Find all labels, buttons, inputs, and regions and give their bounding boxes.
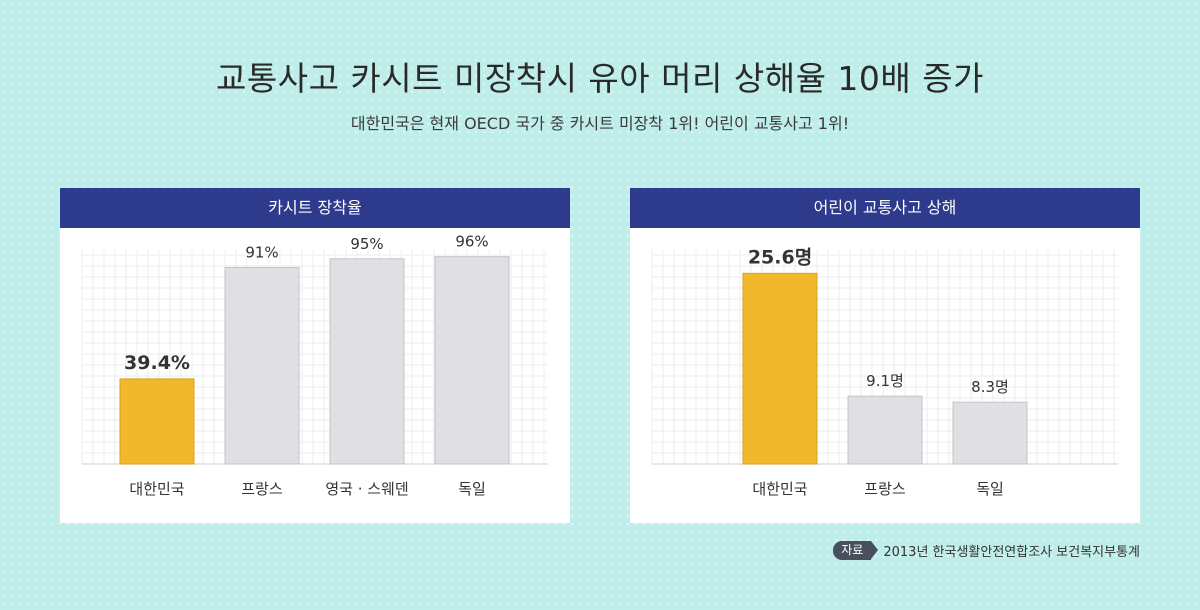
- bar-1: [224, 266, 300, 465]
- category-label-3: 독일: [458, 480, 486, 498]
- category-label-1: 프랑스: [864, 480, 906, 498]
- data-label-2: 95%: [350, 235, 383, 253]
- category-label-2: 영국 · 스웨덴: [325, 480, 408, 498]
- bar-2: [952, 401, 1028, 465]
- bar-2: [329, 258, 405, 465]
- data-label-0: 25.6명: [748, 246, 812, 268]
- data-label-3: 96%: [455, 233, 488, 251]
- chart-panel-carseat: 카시트 장착율 39.4% 대한민국 91% 프랑스 95% 영국 · 스웨덴 96% 독일: [60, 188, 570, 523]
- source-badge: 자료: [833, 540, 879, 560]
- category-label-0: 대한민국: [129, 480, 184, 498]
- page-subtitle: 대한민국은 현재 OECD 국가 중 카시트 미장착 1위! 어린이 교통사고 …: [350, 114, 850, 133]
- bar-0: [119, 378, 195, 465]
- data-label-1: 9.1명: [866, 372, 904, 390]
- category-label-2: 독일: [976, 480, 1004, 498]
- category-label-1: 프랑스: [241, 480, 283, 498]
- chart-title: 어린이 교통사고 상해: [630, 188, 1140, 228]
- bar-1: [847, 395, 923, 465]
- category-label-0: 대한민국: [752, 480, 807, 498]
- data-label-2: 8.3명: [971, 378, 1009, 396]
- source-note: 자료 2013년 한국생활안전연합조사 보건복지부통계: [833, 540, 1140, 560]
- bar-3: [434, 256, 510, 465]
- source-text: 2013년 한국생활안전연합조사 보건복지부통계: [883, 544, 1140, 560]
- chart-title: 카시트 장착율: [60, 188, 570, 228]
- data-label-0: 39.4%: [124, 352, 190, 374]
- bar-0: [742, 272, 818, 465]
- data-label-1: 91%: [245, 243, 278, 261]
- chart-carseat-usage: 39.4% 대한민국 91% 프랑스 95% 영국 · 스웨덴 96% 독일: [81, 233, 548, 498]
- page-title: 교통사고 카시트 미장착시 유아 머리 상해율 10배 증가: [216, 59, 984, 98]
